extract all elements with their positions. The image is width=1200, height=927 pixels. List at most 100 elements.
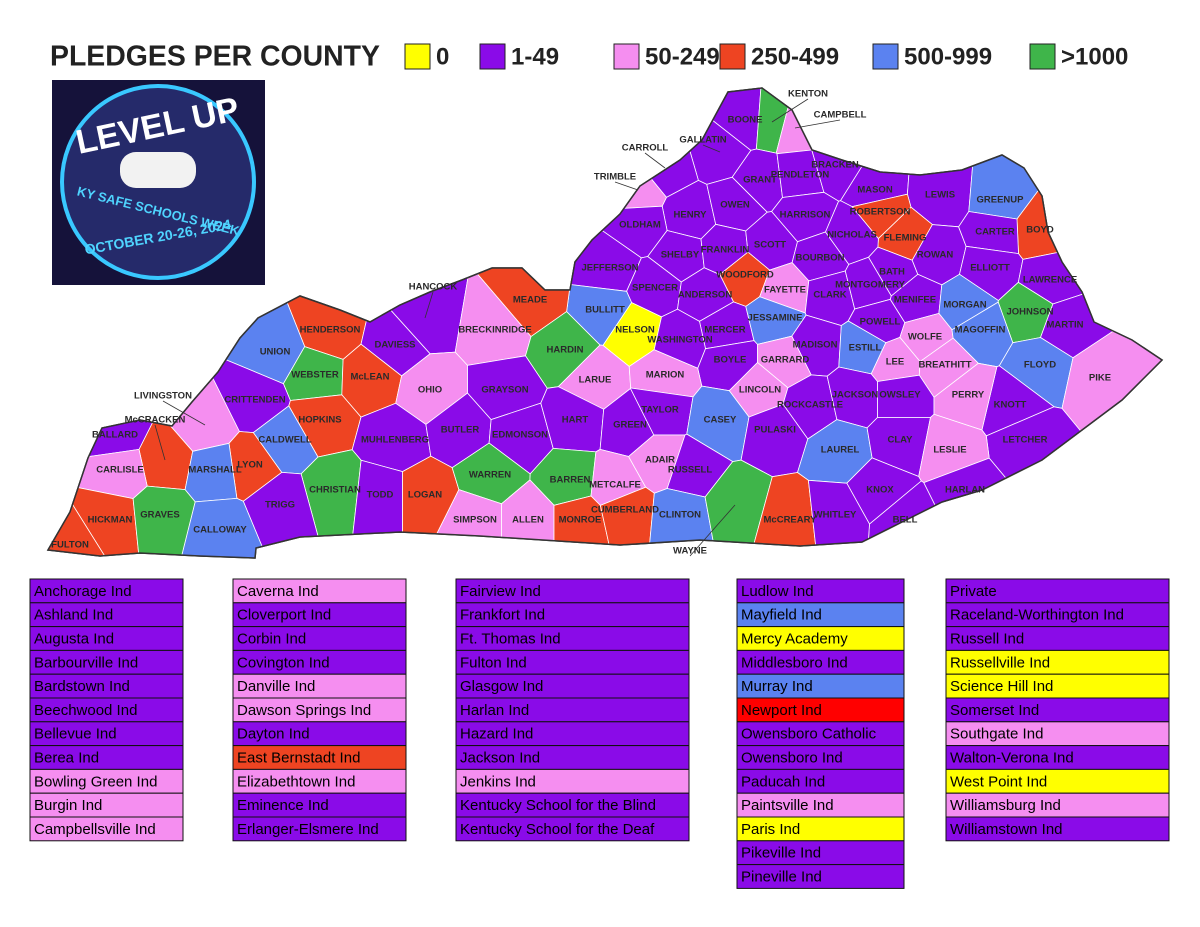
table-cell-text: Owensboro Catholic (741, 726, 877, 743)
county-label: RUSSELL (668, 465, 713, 476)
county-label: CARROLL (622, 143, 669, 154)
county-label: MORGAN (943, 300, 986, 311)
county-label: NICHOLAS (827, 230, 877, 241)
county-label: MENIFEE (894, 295, 936, 306)
table-cell-text: Middlesboro Ind (741, 654, 848, 671)
table-cell-text: Harlan Ind (460, 702, 529, 719)
county-label: LINCOLN (739, 385, 781, 396)
legend-label: >1000 (1061, 43, 1128, 70)
county-label: WOLFE (908, 332, 942, 343)
table-cell-text: Pineville Ind (741, 868, 822, 885)
county-label: HANCOCK (409, 282, 458, 293)
county-label: MONTGOMERY (835, 280, 906, 291)
county-label: ROWAN (917, 250, 954, 261)
county-label: McLEAN (350, 372, 389, 383)
county-label: MARSHALL (188, 465, 241, 476)
state-border (46, 87, 1164, 559)
table-cell-text: Mercy Academy (741, 630, 848, 647)
county-label: BOYD (1026, 225, 1054, 236)
callout-line (162, 400, 206, 426)
callout-line (424, 291, 434, 319)
table-cell-text: Mayfield Ind (741, 607, 822, 624)
county-label: LOGAN (408, 490, 442, 501)
table-cell-text: Southgate Ind (950, 726, 1043, 743)
county-label: CUMBERLAND (591, 505, 659, 516)
county-label: ADAIR (645, 455, 675, 466)
table-cell-text: Murray Ind (741, 678, 813, 695)
county-label: BALLARD (92, 430, 138, 441)
county-label: CALDWELL (258, 435, 311, 446)
county-label: WOODFORD (716, 270, 774, 281)
county-label: GREENUP (977, 195, 1025, 206)
county-label: GRANT (743, 175, 777, 186)
table-cell-text: Erlanger-Elsmere Ind (237, 821, 379, 838)
county-label: PENDLETON (771, 170, 830, 181)
table-cell-text: Bowling Green Ind (34, 773, 157, 790)
table-cell-text: Corbin Ind (237, 630, 306, 647)
callout-line (644, 152, 666, 169)
table-cell-text: Danville Ind (237, 678, 315, 695)
legend-swatch (719, 43, 746, 70)
title: PLEDGES PER COUNTY (50, 41, 380, 73)
county-label: NELSON (615, 325, 655, 336)
table-cell-text: Frankfort Ind (460, 607, 545, 624)
county-label: CLARK (813, 290, 846, 301)
table-cell-text: Eminence Ind (237, 797, 329, 814)
table-cell-text: Williamsburg Ind (950, 797, 1061, 814)
table-cell (455, 816, 690, 842)
county-label: BRECKINRIDGE (458, 325, 531, 336)
table-cell-text: Ludlow Ind (741, 583, 814, 600)
county-label: HARDIN (547, 345, 584, 356)
legend-label: 1-49 (511, 43, 559, 70)
table-cell-text: Bellevue Ind (34, 726, 117, 743)
table-cell-text: Glasgow Ind (460, 678, 543, 695)
county-label: CLAY (888, 435, 914, 446)
legend-label: 500-999 (904, 43, 992, 70)
county-label: MEADE (513, 295, 547, 306)
county-label: MUHLENBERG (361, 435, 429, 446)
table-cell-text: Beechwood Ind (34, 702, 137, 719)
county-label: ROCKCASTLE (777, 400, 843, 411)
county-label: TRIMBLE (594, 172, 636, 183)
table-cell-text: Kentucky School for the Deaf (460, 821, 655, 838)
table-cell (945, 816, 1170, 842)
county-label: CLINTON (659, 510, 701, 521)
county-label: SCOTT (754, 240, 786, 251)
table-cell-text: Owensboro Ind (741, 749, 843, 766)
table-cell-text: Berea Ind (34, 749, 99, 766)
county-label: HENDERSON (300, 325, 361, 336)
table-cell-text: Paris Ind (741, 821, 800, 838)
county-label: ESTILL (849, 343, 882, 354)
county-label: BREATHITT (918, 360, 971, 371)
county-label: ANDERSON (678, 290, 733, 301)
table-cell-text: Caverna Ind (237, 583, 319, 600)
county-label: UNION (260, 347, 291, 358)
county-label: TRIGG (265, 500, 295, 511)
county-label: SPENCER (632, 283, 678, 294)
county-label: WHITLEY (814, 510, 857, 521)
county-label: BELL (893, 515, 918, 526)
county-label: HARRISON (780, 210, 831, 221)
county-label: PULASKI (754, 425, 796, 436)
county-label: MADISON (793, 340, 838, 351)
county-label: JACKSON (832, 390, 879, 401)
table-cell-text: Science Hill Ind (950, 678, 1053, 695)
table-cell-text: Campbellsville Ind (34, 821, 156, 838)
table-cell-text: Paintsville Ind (741, 797, 834, 814)
county-label: MARION (646, 370, 685, 381)
table-cell-text: Pikeville Ind (741, 845, 821, 862)
county-label: MAGOFFIN (955, 325, 1006, 336)
table-cell (736, 864, 905, 889)
county-label: HICKMAN (88, 515, 133, 526)
county-label: BOYLE (714, 355, 747, 366)
county-label: BUTLER (441, 425, 480, 436)
table-cell-text: Barbourville Ind (34, 654, 138, 671)
county-label: PIKE (1089, 373, 1111, 384)
legend: 0 1-49 50-249 250-499 500-999 >1000 (404, 43, 1128, 70)
county-label: JESSAMINE (748, 313, 803, 324)
county-label: LIVINGSTON (134, 391, 192, 402)
county-label: MONROE (559, 515, 602, 526)
county-label: CALLOWAY (193, 525, 247, 536)
county-label: OWSLEY (879, 390, 921, 401)
legend-swatch (479, 43, 506, 70)
